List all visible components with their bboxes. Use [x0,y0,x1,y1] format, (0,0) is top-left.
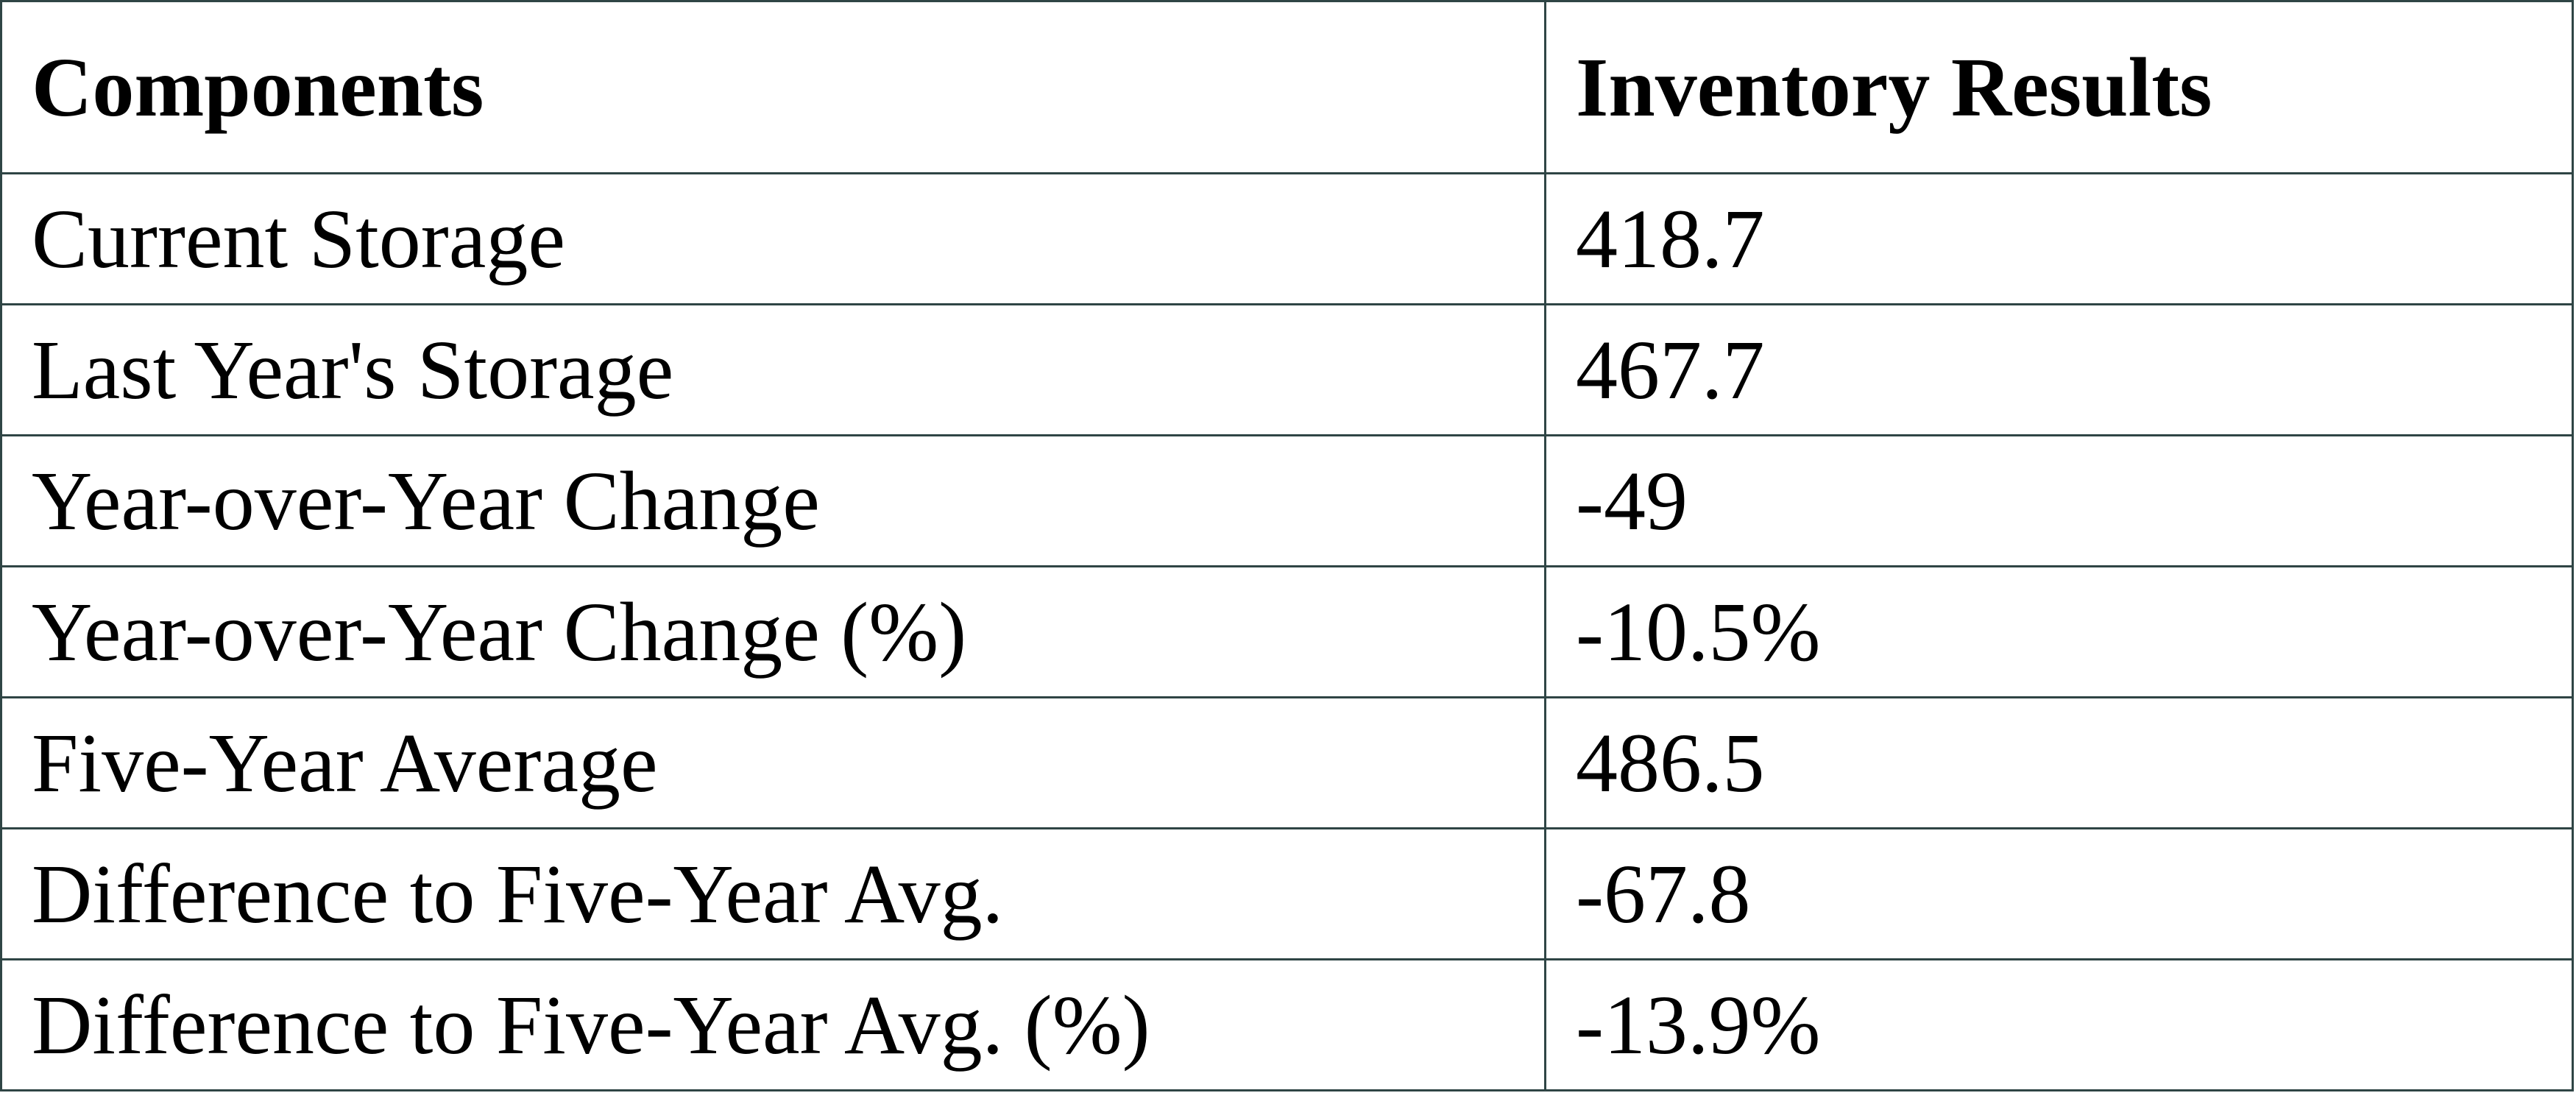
result-cell: 418.7 [1544,172,2574,305]
table-row: Difference to Five-Year Avg. (%) -13.9% [0,958,2574,1091]
result-cell: 467.7 [1544,303,2574,436]
component-cell: Difference to Five-Year Avg. (%) [0,958,1546,1091]
component-cell: Year-over-Year Change [0,434,1546,567]
result-cell: -49 [1544,434,2574,567]
table-row: Year-over-Year Change -49 [0,434,2574,567]
component-cell: Current Storage [0,172,1546,305]
component-cell: Last Year's Storage [0,303,1546,436]
table-row: Year-over-Year Change (%) -10.5% [0,565,2574,698]
table-row: Difference to Five-Year Avg. -67.8 [0,827,2574,960]
table-row: Last Year's Storage 467.7 [0,303,2574,436]
result-cell: -10.5% [1544,565,2574,698]
header-row: Components Inventory Results [0,0,2574,174]
table-row: Current Storage 418.7 [0,172,2574,305]
result-cell: -13.9% [1544,958,2574,1091]
component-cell: Year-over-Year Change (%) [0,565,1546,698]
component-cell: Five-Year Average [0,696,1546,829]
header-cell: Components [0,0,1546,174]
component-cell: Difference to Five-Year Avg. [0,827,1546,960]
result-cell: 486.5 [1544,696,2574,829]
result-cell: -67.8 [1544,827,2574,960]
table-row: Five-Year Average 486.5 [0,696,2574,829]
header-cell: Inventory Results [1544,0,2574,174]
